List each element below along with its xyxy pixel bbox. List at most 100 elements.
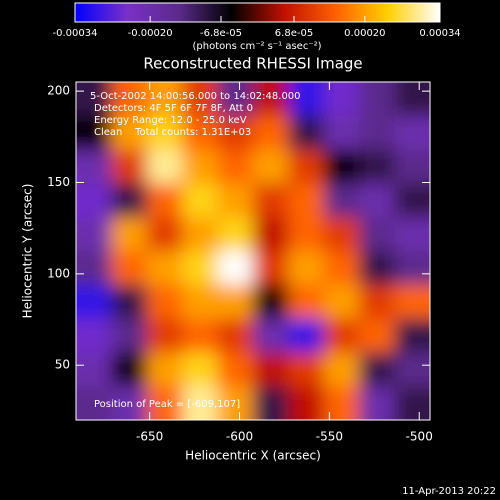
heatmap-cell <box>111 149 148 184</box>
heatmap-cell <box>76 352 112 387</box>
heatmap-cell <box>76 82 112 117</box>
heatmap-cell <box>359 318 396 353</box>
annotation: Position of Peak = [-609,107] <box>94 399 240 410</box>
heatmap-cell <box>253 82 289 117</box>
y-axis-label: Heliocentric Y (arcsec) <box>21 184 35 319</box>
footer: 11-Apr-2013 20:22 <box>402 486 496 497</box>
heatmap-cell <box>288 284 325 320</box>
heatmap-cell <box>182 284 219 320</box>
heatmap-cell <box>394 183 430 218</box>
heatmap-cell <box>323 251 360 286</box>
heatmap-cell <box>182 352 219 387</box>
colorbar-tick-label: 0.00020 <box>344 28 385 39</box>
heatmap-cell <box>217 352 254 387</box>
heatmap-cell <box>394 352 430 387</box>
heatmap-cell <box>253 149 289 184</box>
heatmap-cell <box>217 149 254 184</box>
heatmap-cell <box>253 318 289 353</box>
heatmap-cell <box>182 149 219 184</box>
heatmap-cell <box>76 183 112 218</box>
heatmap-cell <box>253 352 289 387</box>
x-tick-label: -600 <box>226 430 253 444</box>
heatmap-cell <box>182 318 219 353</box>
heatmap-cell <box>182 183 219 218</box>
heatmap-cell <box>323 183 360 218</box>
colorbar-tick-label: 6.8e-05 <box>275 28 313 39</box>
x-tick-label: -500 <box>406 430 433 444</box>
colorbar-tick-label: 0.00034 <box>419 28 460 39</box>
heatmap-cell <box>182 115 219 151</box>
heatmap-cell <box>359 386 396 420</box>
heatmap-cell <box>359 183 396 218</box>
colorbar-tick-label: -0.00020 <box>128 28 173 39</box>
heatmap-cell <box>111 115 148 151</box>
heatmap-cell <box>76 115 112 151</box>
heatmap-cell <box>182 82 219 117</box>
heatmap-cell <box>217 318 254 353</box>
heatmap-cell <box>146 82 183 117</box>
x-tick-label: -550 <box>316 430 343 444</box>
heatmap-cell <box>359 352 396 387</box>
heatmap-cell <box>111 251 148 286</box>
heatmap-cell <box>76 318 112 353</box>
annotation: Detectors: 4F 5F 6F 7F 8F, Att 0 <box>94 103 253 114</box>
heatmap-cell <box>394 149 430 184</box>
heatmap-cell <box>394 217 430 252</box>
heatmap-cell <box>288 386 325 420</box>
x-tick-label: -650 <box>136 430 163 444</box>
heatmap-cell <box>146 217 183 252</box>
heatmap-cell <box>323 318 360 353</box>
heatmap-cell <box>359 284 396 320</box>
heatmap-cell <box>253 115 289 151</box>
heatmap-cell <box>217 183 254 218</box>
heatmap-cell <box>146 284 183 320</box>
heatmap-cell <box>394 82 430 117</box>
y-tick-label: 100 <box>47 266 70 280</box>
heatmap-cell <box>111 82 148 117</box>
heatmap-cell <box>359 115 396 151</box>
heatmap-cell <box>359 82 396 117</box>
heatmap-cell <box>394 251 430 286</box>
heatmap-cell <box>217 82 254 117</box>
heatmap-cell <box>217 251 254 286</box>
heatmap-cell <box>182 217 219 252</box>
heatmap-cell <box>394 386 430 420</box>
heatmap-cell <box>253 183 289 218</box>
heatmap-cell <box>146 352 183 387</box>
heatmap-cell <box>111 386 148 420</box>
heatmap-cell <box>146 149 183 184</box>
chart-title: Reconstructed RHESSI Image <box>143 55 362 73</box>
heatmap-cell <box>146 115 183 151</box>
y-tick-label: 50 <box>55 358 70 372</box>
heatmap-cell <box>253 217 289 252</box>
colorbar <box>74 2 441 23</box>
heatmap-cell <box>394 115 430 151</box>
colorbar-tick-label: -0.00034 <box>53 28 98 39</box>
heatmap-cell <box>146 386 183 420</box>
heatmap-cell <box>288 352 325 387</box>
heatmap-cell <box>111 352 148 387</box>
colorbar-tick-label: -6.8e-05 <box>200 28 242 39</box>
annotation: Energy Range: 12.0 - 25.0 keV <box>94 115 247 126</box>
heatmap-cells <box>76 82 430 420</box>
heatmap-cell <box>323 149 360 184</box>
heatmap-cell <box>182 251 219 286</box>
heatmap-cell <box>359 251 396 286</box>
heatmap-cell <box>394 284 430 320</box>
heatmap-cell <box>217 386 254 420</box>
heatmap-cell <box>288 149 325 184</box>
heatmap-cell <box>359 149 396 184</box>
heatmap-cell <box>288 82 325 117</box>
heatmap <box>76 82 430 420</box>
heatmap-cell <box>253 251 289 286</box>
heatmap-cell <box>394 318 430 353</box>
heatmap-cell <box>76 149 112 184</box>
heatmap-cell <box>288 115 325 151</box>
heatmap-cell <box>76 284 112 320</box>
heatmap-cell <box>253 386 289 420</box>
heatmap-cell <box>76 386 112 420</box>
heatmap-cell <box>111 284 148 320</box>
heatmap-cell <box>76 251 112 286</box>
heatmap-cell <box>288 217 325 252</box>
